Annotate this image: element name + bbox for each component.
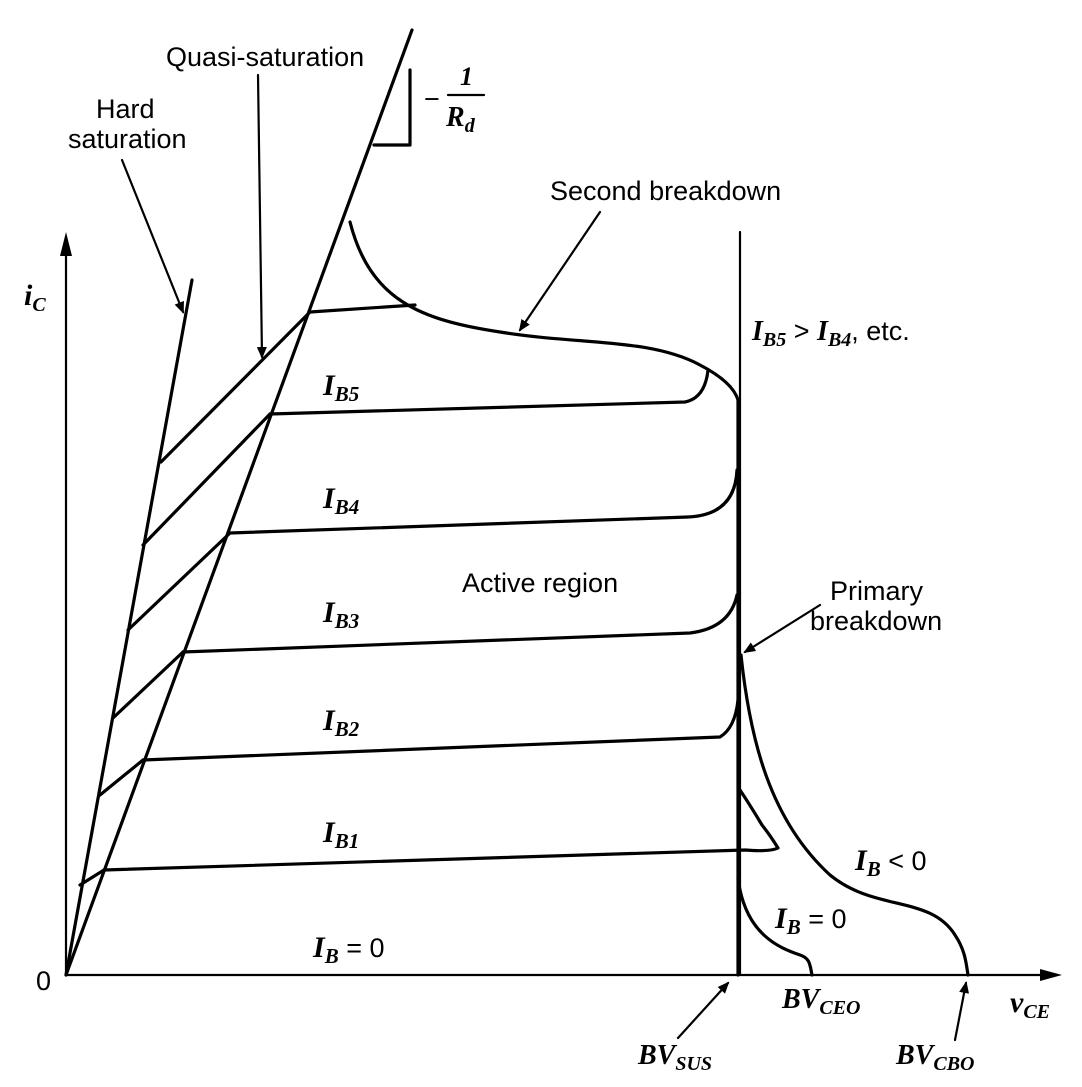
label-ib-negative: IB < 0 <box>854 844 927 881</box>
bv-sus-arrow <box>676 981 730 1040</box>
curve-ib3 <box>181 593 739 654</box>
curve-ib2 <box>141 698 740 762</box>
primary-breakdown-label-line1: Primary <box>830 576 923 606</box>
curve-top <box>308 303 417 314</box>
svg-text:Rd: Rd <box>445 102 476 137</box>
active-region-label: Active region <box>462 568 618 598</box>
curve-ib0-breakdown <box>736 876 814 977</box>
label-bv-sus: BVSUS <box>637 1040 712 1075</box>
label-ib4: IB4 <box>322 482 359 519</box>
second-breakdown-arrow <box>518 210 602 332</box>
y-axis-label: iC <box>24 279 46 316</box>
label-ib5: IB5 <box>322 369 359 406</box>
label-ib2: IB2 <box>322 704 360 741</box>
quasi-saturation-arrow <box>256 73 267 359</box>
curve-ib-negative <box>739 653 970 977</box>
quasi-saturation-region <box>78 310 312 887</box>
svg-text:1: 1 <box>460 62 473 91</box>
label-ib0: IB = 0 <box>312 931 385 968</box>
quasi-saturation-line <box>64 28 414 977</box>
curve-ib1 <box>102 788 780 872</box>
label-bv-cbo: BVCBO <box>895 1040 974 1075</box>
primary-breakdown-arrow <box>743 603 822 654</box>
quasi-saturation-label: Quasi-saturation <box>166 42 364 72</box>
curve-ib5 <box>268 368 710 416</box>
origin-label: 0 <box>36 966 51 996</box>
bv-cbo-arrow <box>953 981 970 1042</box>
x-axis-label: vCE <box>1010 986 1050 1023</box>
second-breakdown-curve <box>348 220 740 402</box>
hard-saturation-label-line2: saturation <box>68 124 187 154</box>
order-note: IB5 > IB4, etc. <box>751 316 910 351</box>
hard-saturation-arrow <box>120 158 185 314</box>
x-axis-arrowhead <box>1040 969 1062 981</box>
hard-saturation-label-line1: Hard <box>96 94 155 124</box>
second-breakdown-label: Second breakdown <box>550 176 781 206</box>
label-ib0-breakdown: IB = 0 <box>774 902 847 939</box>
base-current-curves <box>102 303 780 872</box>
label-ib1: IB1 <box>322 816 359 853</box>
primary-breakdown-label-line2: breakdown <box>810 606 942 636</box>
curve-ib4 <box>228 468 739 535</box>
svg-text:−: − <box>424 84 440 114</box>
label-bv-ceo: BVCEO <box>781 984 860 1019</box>
y-axis-arrowhead <box>60 232 72 256</box>
label-ib3: IB3 <box>322 596 359 633</box>
slope-label: − 1 Rd <box>424 62 486 137</box>
slope-triangle <box>372 68 412 147</box>
